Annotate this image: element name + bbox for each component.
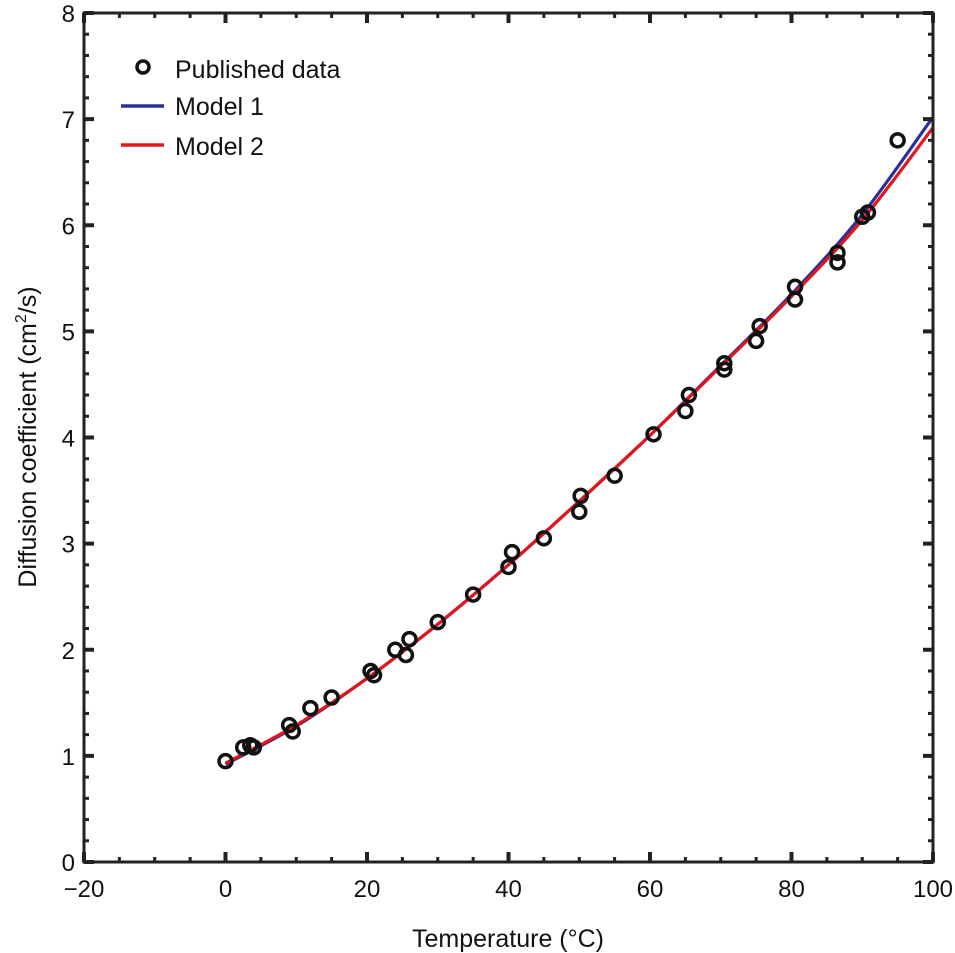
circle-marker-icon	[135, 59, 151, 75]
data-point-marker	[829, 244, 846, 262]
data-point-marker	[786, 278, 804, 296]
y-tick-label: 0	[62, 850, 75, 877]
data-point-marker	[716, 361, 733, 378]
x-tick-label: −20	[64, 876, 105, 903]
data-point-marker	[217, 752, 234, 770]
legend-item-model-2: Model 2	[121, 133, 264, 161]
data-point-marker	[500, 558, 517, 576]
data-point-marker	[572, 487, 589, 505]
data-point-marker	[429, 613, 446, 631]
data-point-marker	[747, 332, 765, 350]
x-tick-label: 0	[219, 876, 232, 903]
y-tick-label: 5	[62, 319, 75, 346]
data-point-marker	[323, 689, 340, 706]
data-point-marker	[503, 543, 521, 561]
data-point-marker	[606, 467, 623, 484]
data-point-marker	[680, 386, 698, 404]
data-point-marker	[889, 132, 906, 149]
x-tick-label: 80	[778, 876, 805, 903]
data-point-marker	[571, 503, 588, 521]
data-point-marker	[397, 646, 415, 664]
legend: Published data Model 1 Model 2	[121, 56, 341, 161]
data-point-marker	[401, 630, 418, 648]
y-tick-label: 3	[62, 532, 75, 559]
x-tick-label: 60	[637, 876, 664, 903]
x-tick-label: 100	[913, 876, 953, 903]
legend-label: Published data	[175, 56, 341, 84]
data-point-marker	[535, 530, 553, 547]
data-point-marker	[645, 426, 662, 443]
x-axis-label: Temperature (°C)	[412, 925, 604, 953]
data-point-marker	[751, 317, 768, 335]
y-axis-label-tail: /s)	[14, 286, 42, 314]
data-point-marker	[829, 254, 846, 271]
y-tick-label: 7	[62, 107, 75, 134]
y-tick-label: 2	[62, 638, 75, 665]
data-point-marker	[859, 204, 877, 221]
data-point-marker	[245, 739, 263, 756]
y-tick-label: 4	[62, 426, 75, 453]
model-1-line	[224, 116, 935, 766]
legend-label: Model 2	[175, 133, 264, 161]
y-axis-label: Diffusion coefficient (cm2/s)	[13, 286, 42, 587]
legend-item-model-1: Model 1	[121, 93, 264, 121]
axis-labels: Temperature (°C) Diffusion coefficient (…	[13, 286, 604, 953]
legend-label: Model 1	[175, 93, 264, 121]
model-2-line	[224, 126, 935, 765]
y-tick-label: 6	[62, 213, 75, 240]
plot-area	[217, 116, 935, 770]
data-point-marker	[716, 354, 733, 372]
data-point-marker	[302, 699, 319, 717]
y-tick-label: 1	[62, 744, 75, 771]
y-tick-label: 8	[62, 1, 75, 28]
data-point-marker	[677, 402, 694, 420]
x-tick-label: 20	[354, 876, 381, 903]
data-point-marker	[365, 666, 383, 684]
data-point-marker	[234, 739, 252, 756]
y-axis-label-superscript: 2	[13, 314, 30, 323]
data-point-marker	[464, 586, 482, 603]
x-tick-label: 40	[495, 876, 522, 903]
y-axis-label-main: Diffusion coefficient (cm	[14, 323, 42, 587]
legend-item-published-data: Published data	[135, 56, 341, 84]
data-point-marker	[284, 723, 301, 740]
